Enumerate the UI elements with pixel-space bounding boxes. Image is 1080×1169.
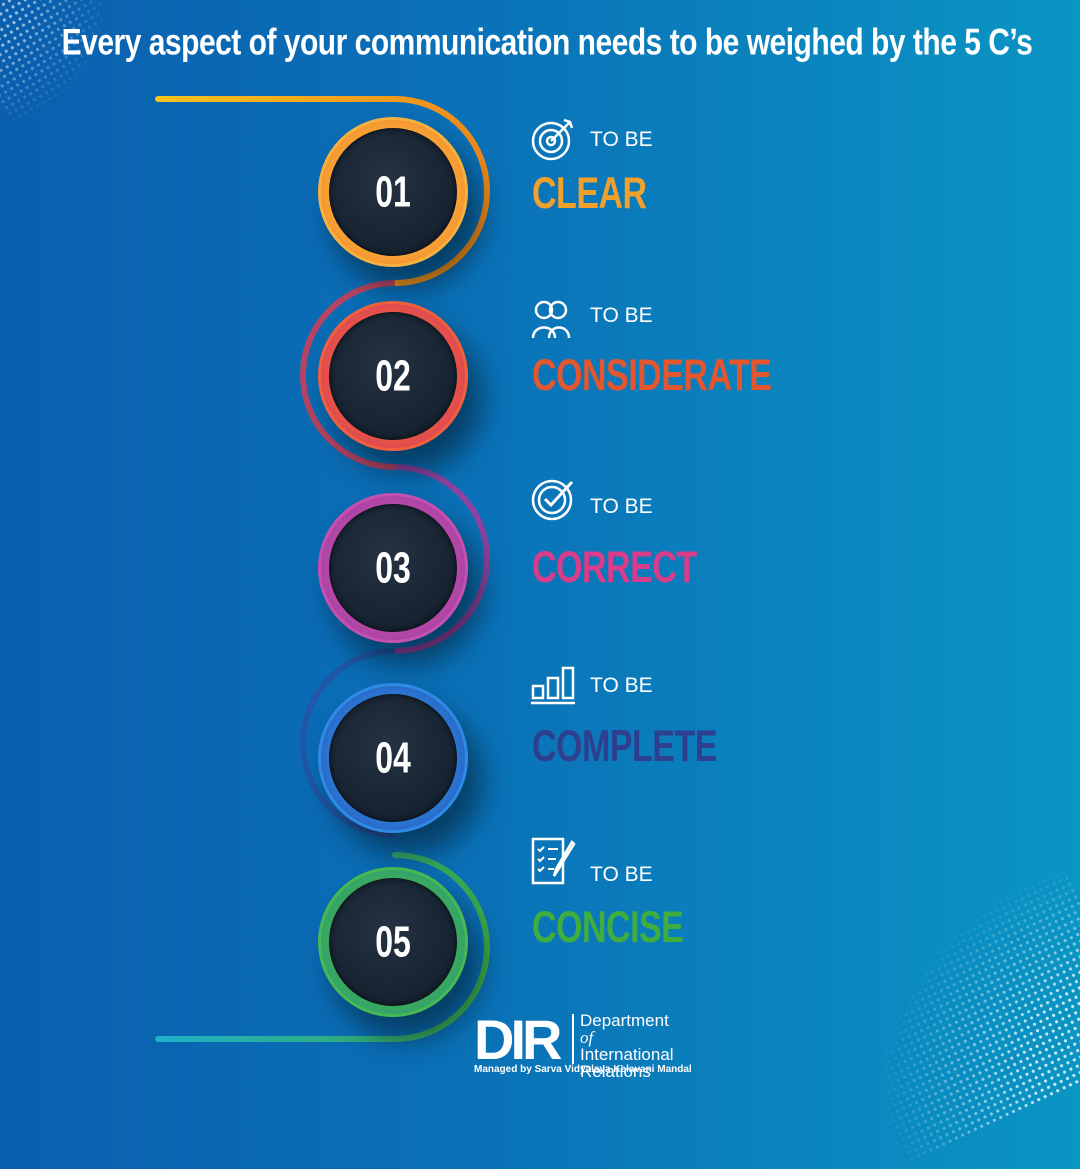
to-be-label: TO BE (590, 128, 653, 151)
logo-of: of (580, 1028, 594, 1047)
c-word: CONCISE (532, 903, 684, 953)
step-number: 04 (375, 733, 411, 782)
logo-divider (572, 1014, 574, 1064)
users-icon (531, 300, 571, 339)
logo-line-1: Department (580, 1011, 669, 1030)
c-word: CLEAR (532, 169, 647, 219)
step-circle-01: 01 (318, 117, 468, 267)
target-icon (531, 118, 574, 161)
logo-line-2: International (580, 1045, 674, 1064)
c-word: COMPLETE (532, 722, 717, 772)
step-circle-02: 02 (318, 301, 468, 451)
logo-managed-by: Managed by Sarva Vidyalaya Kelavani Mand… (474, 1064, 692, 1075)
step-number: 03 (375, 543, 411, 592)
c-word: CORRECT (532, 543, 697, 593)
to-be-label: TO BE (590, 304, 653, 327)
logo-org-name: Department of International Relations (580, 1012, 674, 1080)
step-number: 02 (375, 351, 411, 400)
step-circle-04: 04 (318, 683, 468, 833)
to-be-label: TO BE (590, 863, 653, 886)
page-title: Every aspect of your communication needs… (61, 22, 1033, 64)
logo-mark: DIR (474, 1008, 562, 1071)
step-circle-03: 03 (318, 493, 468, 643)
logo-line-3: Relations (580, 1062, 651, 1081)
c-word: CONSIDERATE (532, 351, 772, 401)
step-circle-05: 05 (318, 867, 468, 1017)
dir-logo: DIR Department of International Relation… (474, 1008, 714, 1081)
connector-track (155, 96, 490, 1042)
bar-chart-icon (531, 666, 575, 705)
step-number: 05 (375, 917, 411, 966)
to-be-label: TO BE (590, 495, 653, 518)
document-pen-icon (531, 837, 576, 885)
check-circle-icon (531, 479, 574, 521)
step-number: 01 (375, 167, 411, 216)
to-be-label: TO BE (590, 674, 653, 697)
